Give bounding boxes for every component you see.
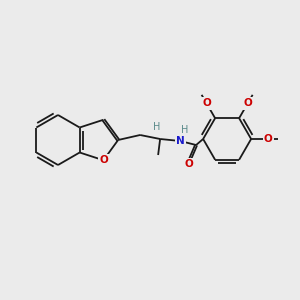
Text: O: O xyxy=(185,159,194,169)
Text: O: O xyxy=(243,98,252,109)
Text: O: O xyxy=(202,98,211,109)
Text: N: N xyxy=(176,136,184,146)
Text: O: O xyxy=(264,134,272,144)
Text: H: H xyxy=(182,125,189,135)
Text: O: O xyxy=(99,155,108,165)
Text: H: H xyxy=(153,122,161,132)
